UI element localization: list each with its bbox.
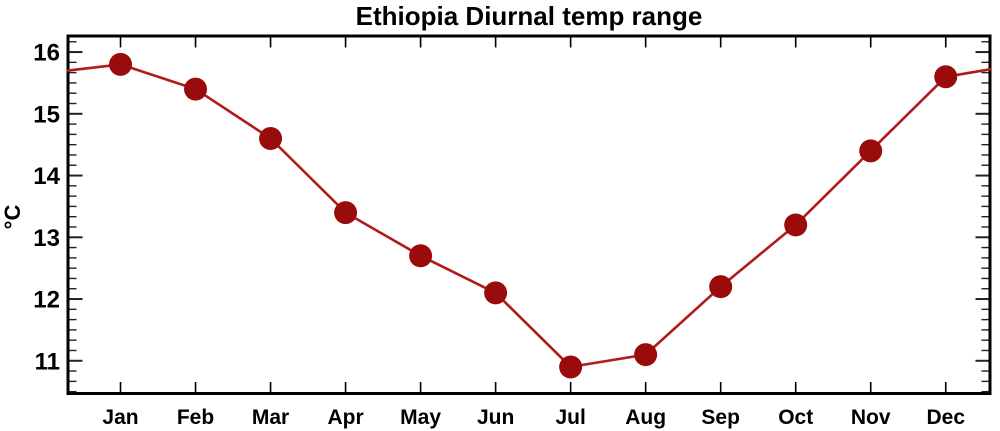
data-point-apr [334, 201, 358, 225]
y-tick-label: 13 [33, 225, 60, 252]
data-point-jul [559, 355, 583, 379]
x-tick-label: Apr [327, 406, 363, 429]
x-tick-label: Sep [701, 406, 740, 429]
data-point-jun [484, 281, 508, 305]
y-tick-label: 15 [33, 101, 60, 128]
x-tick-label: Jul [555, 406, 585, 429]
temp-range-line [66, 63, 992, 369]
y-tick-label: 12 [33, 287, 60, 314]
data-point-oct [784, 213, 808, 237]
x-tick-label: Oct [778, 406, 813, 429]
chart-title: Ethiopia Diurnal temp range [355, 1, 703, 31]
x-tick-label: Mar [252, 406, 289, 429]
x-tick-label: Jan [102, 406, 138, 429]
y-tick-label: 16 [33, 40, 60, 67]
y-tick-label: 11 [35, 348, 60, 375]
x-tick-label: Jun [477, 406, 514, 429]
x-tick-label: May [400, 406, 441, 429]
x-tick-label: Nov [851, 406, 891, 429]
data-point-dec [934, 65, 958, 89]
data-point-feb [184, 77, 208, 101]
data-point-mar [259, 126, 283, 150]
x-tick-label: Dec [926, 406, 965, 429]
data-point-sep [709, 275, 733, 299]
plot-frame [66, 34, 992, 395]
data-point-nov [859, 139, 883, 163]
y-tick-label: 14 [33, 163, 60, 190]
x-tick-label: Feb [177, 406, 214, 429]
data-point-aug [634, 343, 658, 367]
data-point-may [409, 244, 433, 268]
data-point-jan [109, 52, 133, 76]
x-tick-label: Aug [625, 406, 666, 429]
